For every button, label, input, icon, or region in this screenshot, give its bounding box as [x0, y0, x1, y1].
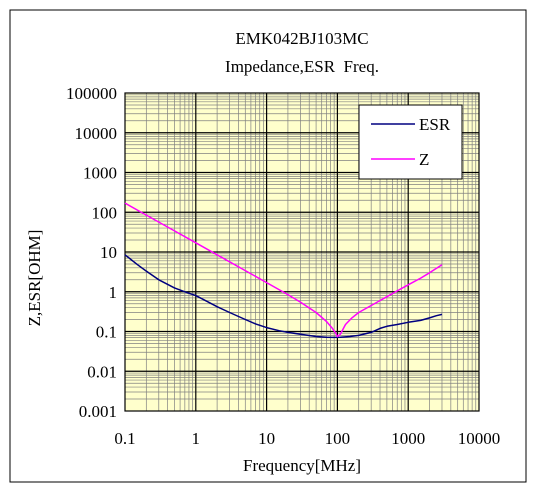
y-tick-label: 1000 [83, 164, 117, 183]
x-axis-tick-labels: 0.1 1 10 100 1000 10000 [114, 429, 500, 448]
legend-box [358, 104, 463, 180]
y-axis-label: Z,ESR[OHM] [25, 230, 44, 327]
x-tick-label: 0.1 [114, 429, 135, 448]
plot-frame [124, 92, 480, 412]
y-tick-label: 0.1 [96, 323, 117, 342]
y-tick-label: 100 [92, 203, 118, 222]
x-tick-label: 10 [258, 429, 275, 448]
legend: ESR Z [358, 104, 463, 180]
y-tick-label: 100000 [66, 84, 117, 103]
x-tick-label: 10000 [458, 429, 501, 448]
series-line-esr [124, 254, 443, 339]
y-tick-label: 0.001 [79, 402, 117, 421]
y-tick-label: 10 [100, 243, 117, 262]
chart-subtitle: Impedance,ESR Freq. [225, 57, 379, 76]
y-tick-label: 0.01 [87, 362, 117, 381]
legend-label-z: Z [419, 150, 429, 169]
y-tick-label: 1 [109, 283, 118, 302]
x-tick-label: 1000 [391, 429, 425, 448]
chart-title: EMK042BJ103MC [235, 29, 368, 48]
series-line-z [124, 202, 443, 338]
y-axis-tick-labels: 0.001 0.01 0.1 1 10 100 1000 10000 100000 [66, 84, 117, 421]
x-tick-label: 100 [325, 429, 351, 448]
x-tick-label: 1 [192, 429, 201, 448]
legend-label-esr: ESR [419, 115, 451, 134]
series-layer [124, 202, 443, 339]
y-tick-label: 10000 [75, 124, 118, 143]
x-axis-label: Frequency[MHz] [243, 456, 361, 475]
